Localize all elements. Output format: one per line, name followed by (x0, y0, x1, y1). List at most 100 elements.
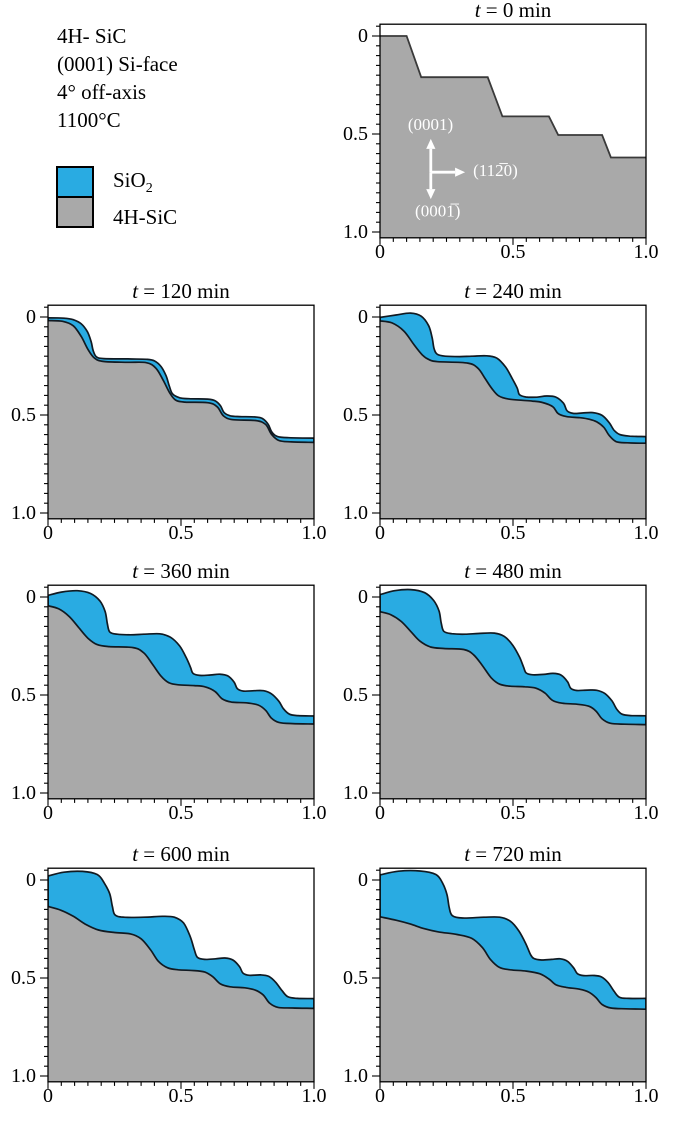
panel-title: t = 360 min (132, 561, 230, 583)
x-tick-label: 0.5 (501, 241, 526, 263)
crystal-axis-label-000-1: (0001̅) (415, 201, 460, 220)
x-tick-label: 1.0 (302, 1085, 327, 1107)
chart-t0-min: 0 0.5 1.000.51.0t = 0 min(0001)(112̅0)(000… (343, 0, 659, 263)
y-tick-label: 0.5 (343, 404, 368, 426)
sic-surface-outline (380, 35, 646, 159)
condition-face: (0001) Si-face (57, 52, 178, 76)
panel-t720-min: 0 0.5 1.0 0 0.5 1.0 t = 720 min (332, 844, 677, 1116)
legend-swatches (56, 166, 94, 228)
crystal-axis-arrow-head (426, 138, 436, 149)
legend-label-sic: 4H-SiC (113, 205, 178, 230)
y-tick-label: 0 (358, 869, 368, 891)
panel-t0-min: 0 0.5 1.0 0 0.5 1.0 t = 0 min (0001) (112̅0) (000… (332, 0, 677, 272)
y-tick-label: 0 (358, 306, 368, 328)
y-tick-label: 0.5 (11, 684, 36, 706)
x-tick-label: 0 (375, 1085, 385, 1107)
sio2-region (48, 316, 314, 444)
x-tick-label: 0.5 (501, 1085, 526, 1107)
plot-frame (379, 867, 647, 1083)
chart-t240-min: 0 0.5 1.0 0 0.5 1.0 t = 240 min (343, 281, 659, 544)
panel-t240-min: 0 0.5 1.0 0 0.5 1.0 t = 240 min (332, 281, 677, 553)
y-tick-label: 1.0 (343, 502, 368, 524)
x-tick-label: 1.0 (634, 802, 659, 824)
y-tick-label: 0.5 (11, 404, 36, 426)
sic-region (380, 320, 646, 519)
x-tick-label: 1.0 (634, 241, 659, 263)
sic-region (380, 916, 646, 1082)
legend: SiO2 4H-SiC (56, 166, 177, 229)
chart-t360-min: 0 0.5 1.0 0 0.5 1.0 t = 360 min (11, 561, 327, 824)
y-tick-label: 0 (26, 306, 36, 328)
sic-region (380, 36, 646, 238)
sio2-region (48, 589, 314, 725)
x-tick-label: 0 (43, 1085, 53, 1107)
sic-region (48, 605, 314, 799)
x-tick-label: 0.5 (169, 802, 194, 824)
crystal-axes-annotation: (0001) (112̅0) (0001̅) (408, 115, 518, 220)
sio2-region (48, 870, 314, 1010)
y-tick-label: 1.0 (11, 782, 36, 804)
plot-frame (379, 304, 647, 520)
x-tick-label: 0 (43, 802, 53, 824)
y-tick-label: 0 (26, 586, 36, 608)
crystal-axis-label-0001: (0001) (408, 115, 453, 134)
crystal-axis-arrow-head (455, 167, 466, 177)
x-tick-label: 1.0 (634, 1085, 659, 1107)
y-tick-label: 1.0 (11, 1065, 36, 1087)
sio2-region (380, 869, 646, 1011)
panel-title: t = 480 min (464, 561, 562, 583)
sic-region (48, 320, 314, 519)
y-tick-label: 1.0 (343, 221, 368, 243)
panel-t480-min: 0 0.5 1.0 0 0.5 1.0 t = 480 min (332, 561, 677, 833)
x-tick-label: 0.5 (169, 522, 194, 544)
conditions-block: 4H- SiC (0001) Si-face 4° off-axis 1100°… (57, 22, 178, 134)
condition-temperature: 1100°C (57, 108, 121, 132)
sio2-region (380, 312, 646, 445)
x-tick-label: 0.5 (501, 522, 526, 544)
x-tick-label: 1.0 (302, 522, 327, 544)
y-tick-label: 0 (26, 869, 36, 891)
panel-title: t = 720 min (464, 844, 562, 866)
condition-offaxis: 4° off-axis (57, 80, 147, 104)
legend-labels: SiO2 4H-SiC (113, 166, 177, 229)
chart-t480-min: 0 0.5 1.0 0 0.5 1.0 t = 480 min (343, 561, 659, 824)
x-tick-label: 0 (375, 802, 385, 824)
panel-title: t = 600 min (132, 844, 230, 866)
plot-frame (379, 584, 647, 800)
chart-t720-min: 0 0.5 1.0 0 0.5 1.0 t = 720 min (343, 844, 659, 1107)
sio2-region (380, 588, 646, 726)
panel-t360-min: 0 0.5 1.0 0 0.5 1.0 t = 360 min (0, 561, 345, 833)
y-tick-label: 0 (358, 25, 368, 47)
y-tick-label: 0.5 (11, 967, 36, 989)
condition-material: 4H- SiC (57, 24, 127, 48)
panel-t120-min: 0 0.5 1.0 0 0.5 1.0 t = 120 min (0, 281, 345, 553)
crystal-axis-label-1120: (112̅0) (473, 161, 518, 180)
chart-t600-min: 0 0.5 1.0 0 0.5 1.0 t = 600 min (11, 844, 327, 1107)
panel-title: t = 120 min (132, 281, 230, 303)
plot-frame (47, 584, 315, 800)
crystal-axis-arrow-head (426, 189, 436, 200)
x-tick-label: 1.0 (634, 522, 659, 544)
panel-t600-min: 0 0.5 1.0 0 0.5 1.0 t = 600 min (0, 844, 345, 1116)
x-tick-label: 0.5 (501, 802, 526, 824)
y-tick-label: 0.5 (343, 684, 368, 706)
x-tick-label: 1.0 (302, 802, 327, 824)
legend-swatch-sic (58, 196, 92, 226)
plot-frame (47, 304, 315, 520)
legend-swatch-sio2 (58, 168, 92, 196)
y-tick-label: 0 (358, 586, 368, 608)
legend-label-sio2: SiO2 (113, 168, 153, 197)
sic-region (380, 611, 646, 799)
chart-t120-min: 0 0.5 1.0 0 0.5 1.0 t = 120 min (11, 281, 327, 544)
y-tick-label: 0.5 (343, 967, 368, 989)
x-tick-label: 0 (375, 522, 385, 544)
sic-region (48, 906, 314, 1082)
x-tick-label: 0 (43, 522, 53, 544)
panel-title: t = 240 min (464, 281, 562, 303)
plot-frame (379, 23, 647, 239)
panel-title: t = 0 min (475, 0, 552, 22)
plot-frame (47, 867, 315, 1083)
y-tick-label: 1.0 (11, 502, 36, 524)
y-tick-label: 1.0 (343, 1065, 368, 1087)
